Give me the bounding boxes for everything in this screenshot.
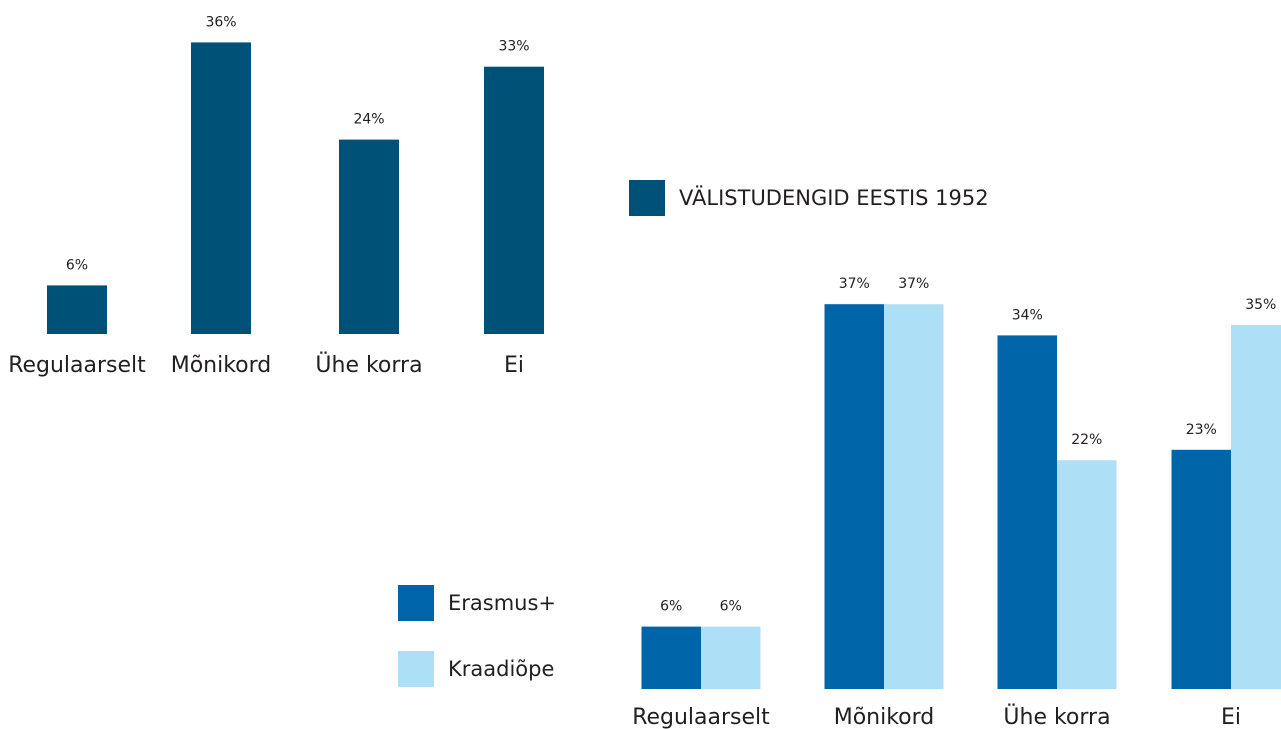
legend-label: Erasmus+	[448, 591, 556, 615]
value-label: 22%	[1071, 432, 1102, 448]
legend-label: VÄLISTUDENGID EESTIS 1952	[679, 185, 989, 210]
legend-label: Kraadiõpe	[448, 657, 554, 681]
legend-swatch	[629, 180, 665, 216]
value-label: 37%	[839, 276, 870, 292]
legend-swatch	[398, 651, 434, 687]
bar	[884, 304, 944, 689]
x-tick-label: Ei	[504, 353, 524, 378]
bar	[701, 626, 761, 689]
bar	[997, 335, 1057, 689]
legend-swatch	[398, 585, 434, 621]
x-tick-label: Ühe korra	[315, 352, 422, 378]
bar	[1231, 325, 1281, 689]
value-label: 35%	[1245, 297, 1276, 313]
bar	[641, 626, 701, 689]
bar	[1057, 460, 1117, 689]
x-tick-label: Ei	[1221, 705, 1241, 729]
value-label: 34%	[1012, 307, 1043, 323]
x-tick-label: Ühe korra	[1003, 704, 1110, 729]
bar	[339, 139, 399, 334]
bar	[824, 304, 884, 689]
value-label: 36%	[205, 14, 236, 30]
x-tick-label: Mõnikord	[834, 705, 935, 729]
x-tick-label: Mõnikord	[171, 353, 272, 378]
bar	[484, 66, 544, 334]
x-tick-label: Regulaarselt	[8, 353, 146, 378]
value-label: 37%	[898, 276, 929, 292]
value-label: 23%	[1186, 422, 1217, 438]
value-label: 6%	[720, 599, 742, 615]
value-label: 33%	[498, 39, 529, 55]
value-label: 6%	[660, 599, 682, 615]
value-label: 24%	[353, 112, 384, 128]
value-label: 6%	[66, 257, 88, 273]
bar	[191, 42, 251, 335]
bar	[47, 285, 107, 334]
bar	[1171, 449, 1231, 689]
x-tick-label: Regulaarselt	[632, 705, 770, 729]
